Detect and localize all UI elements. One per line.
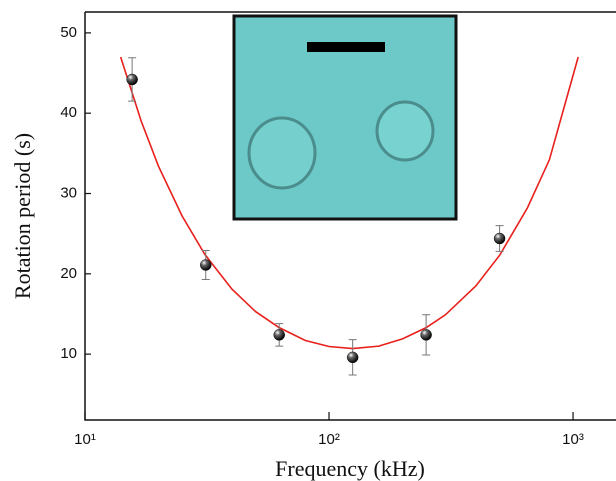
y-tick-label: 40 xyxy=(60,104,77,121)
y-tick-label: 30 xyxy=(60,184,77,201)
y-tick-label: 10 xyxy=(60,345,77,362)
data-point xyxy=(126,73,138,86)
x-tick-label: 10² xyxy=(318,431,340,448)
x-tick-label: 10³ xyxy=(562,431,584,448)
data-point xyxy=(200,259,212,271)
data-point xyxy=(493,232,506,245)
data-point xyxy=(273,329,285,341)
y-tick-label: 50 xyxy=(60,24,77,41)
y-axis-label: Rotation period (s) xyxy=(10,133,35,299)
inset-image xyxy=(232,14,458,221)
y-tick-label: 20 xyxy=(60,265,77,282)
x-tick-label: 10¹ xyxy=(74,431,96,448)
data-point xyxy=(420,329,432,341)
fit-curve xyxy=(119,56,579,350)
data-point xyxy=(346,351,359,364)
x-axis-label: Frequency (kHz) xyxy=(275,456,425,481)
